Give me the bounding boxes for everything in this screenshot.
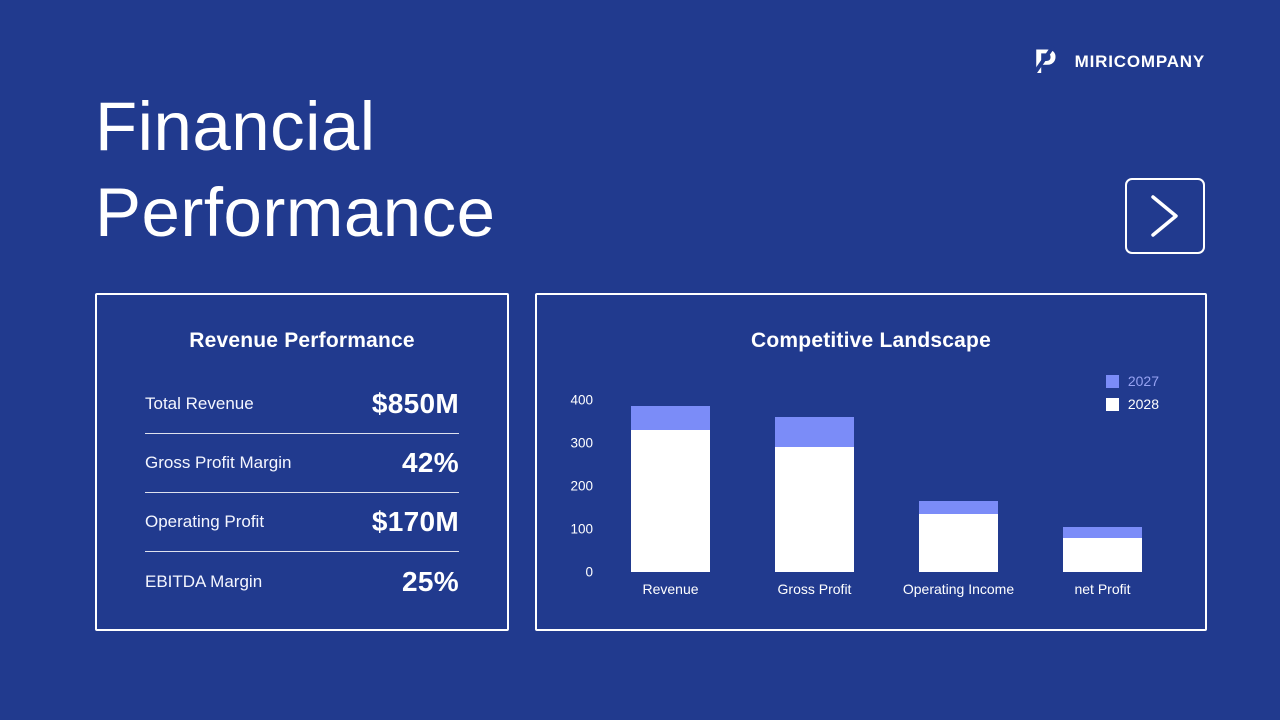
legend-item-2028: 2028 [1105,396,1159,412]
revenue-card: Revenue Performance Total Revenue $850M … [95,293,509,631]
legend-label: 2028 [1127,396,1159,412]
title-line-2: Performance [95,174,496,251]
metric-value: $170M [371,506,459,537]
bar-segment-2028 [631,430,710,572]
bar-segment-2027 [919,501,998,514]
bar-segment-2028 [919,513,998,572]
bar-stack [775,417,854,572]
bar-segment-2027 [1063,526,1142,538]
metric-label: Gross Profit Margin [145,453,292,472]
x-category-label: Revenue [642,581,699,597]
bars-row: Revenue Gross Profit Operating Income net P… [631,400,1142,597]
chevron-right-icon [1151,195,1178,237]
bar-stack [919,501,998,572]
y-axis: 0 100 200 300 400 [537,393,599,580]
metric-row-gross-profit-margin: Gross Profit Margin 42% [145,434,459,493]
bar-group: Gross Profit [775,400,854,597]
x-category-label: Gross Profit [777,581,852,597]
title-line-1: Financial [95,88,376,165]
bar-segment-2028 [1063,537,1142,572]
legend-swatch-2028 [1105,397,1119,411]
metric-row-ebitda-margin: EBITDA Margin 25% [145,552,459,611]
brand: P MIRICOMPANY [1031,43,1205,81]
bar-segment-2028 [775,447,854,572]
metric-value: $850M [371,388,459,419]
page-title: Financial Performance [95,84,496,256]
y-tick-label: 200 [570,478,593,494]
chart-plot: Revenue Gross Profit Operating Income net P… [631,400,1142,597]
brand-logo-icon: P [1031,43,1059,81]
bar-segment-2027 [775,417,854,448]
chart-title: Competitive Landscape [751,329,991,352]
brand-name: MIRICOMPANY [1074,52,1205,71]
next-slide-button[interactable] [1125,178,1205,254]
y-tick-label: 400 [570,392,593,408]
bar-group: Revenue [631,400,710,597]
metric-row-total-revenue: Total Revenue $850M [145,375,459,434]
bar-group: net Profit [1063,400,1142,597]
legend-item-2027: 2027 [1105,373,1159,389]
revenue-card-title: Revenue Performance [189,329,415,352]
metric-value: 42% [402,447,459,478]
bar-stack [1063,526,1142,572]
metric-label: Total Revenue [145,394,254,413]
bar-segment-2027 [631,406,710,431]
metric-label: Operating Profit [145,512,265,531]
y-tick-label: 100 [570,521,593,537]
y-tick-label: 300 [570,435,593,451]
legend-label: 2027 [1127,373,1159,389]
x-category-label: net Profit [1074,581,1131,597]
legend-swatch-2027 [1105,374,1119,388]
y-tick-label: 0 [585,564,593,580]
logo-glyph: P [1033,43,1057,81]
metric-label: EBITDA Margin [145,571,263,591]
metric-value: 25% [402,565,459,597]
metric-rows: Total Revenue $850M Gross Profit Margin … [145,375,459,611]
metric-row-operating-profit: Operating Profit $170M [145,493,459,552]
x-category-label: Operating Income [902,581,1015,597]
bar-group: Operating Income [903,400,1014,597]
chart-card: Competitive Landscape 2027 2028 0 100 200 3… [535,293,1207,631]
chart-legend: 2027 2028 [1105,373,1159,412]
bar-stack [631,406,710,572]
